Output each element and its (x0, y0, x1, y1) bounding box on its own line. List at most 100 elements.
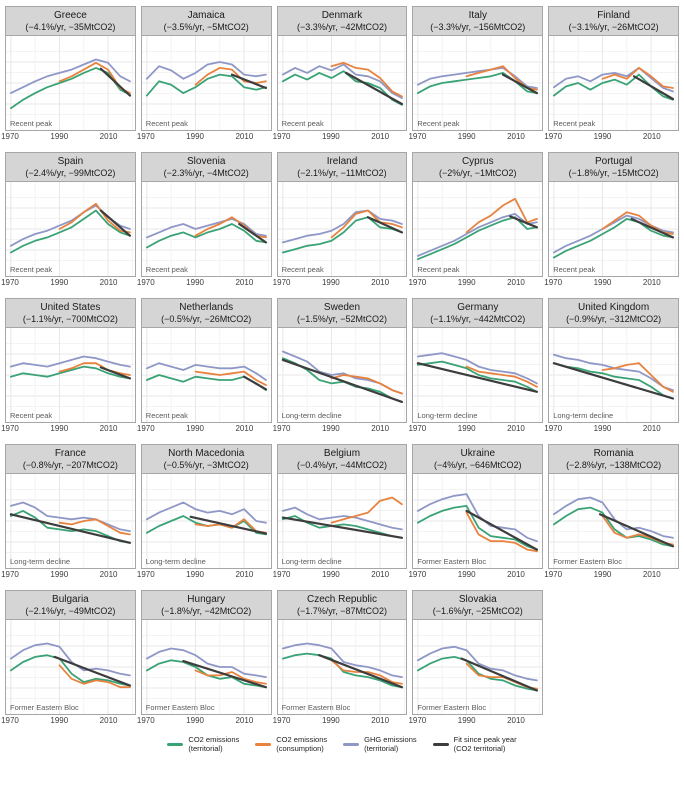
facet-plot-area: Recent peak (141, 182, 271, 276)
x-tick-label: 1990 (50, 716, 69, 725)
fit-line (230, 73, 267, 90)
x-tick-label: 1990 (186, 278, 204, 287)
co2-consumption-line (194, 370, 267, 386)
facet-panel: Ireland (−2.1%/yr, −11MtCO2) Recent peak 19… (273, 152, 408, 289)
facet-panel: Italy (−3.3%/yr, −156MtCO2) Recent peak 197… (408, 6, 544, 143)
x-tick-label: 1990 (50, 570, 69, 579)
facet-strip: Denmark (−3.3%/yr, −42MtCO2) (277, 7, 407, 36)
x-axis: 1970 1990 2010 (408, 424, 543, 435)
x-tick-label: 1990 (321, 278, 340, 287)
facet-strip: Germany (−1.1%/yr, −442MtCO2) (413, 299, 543, 328)
co2-consumption-line (58, 202, 131, 234)
co2-territorial-line (417, 72, 539, 94)
fit-line (633, 75, 675, 101)
territorial-swatch (167, 742, 184, 746)
co2-territorial-line (553, 218, 675, 259)
legend-item-fit: Fit since peak year (CO2 territorial) (432, 735, 517, 753)
co2-territorial-line (553, 506, 675, 548)
facet-grid: Greece (−4.1%/yr, −35MtCO2) Recent peak 197… (1, 6, 679, 727)
facet-plot-svg (277, 328, 407, 422)
x-tick-label: 1970 (136, 570, 155, 579)
facet-strip: Italy (−3.3%/yr, −156MtCO2) (413, 7, 543, 36)
ghg-territorial-line (553, 496, 675, 539)
facet-stats: (−3.3%/yr, −156MtCO2) (430, 22, 526, 32)
facet-country: Cyprus (461, 156, 494, 167)
facet-strip: Bulgaria (−2.1%/yr, −49MtCO2) (6, 591, 135, 620)
x-tick-label: 2010 (642, 278, 661, 287)
x-tick-label: 1970 (408, 570, 427, 579)
x-tick-label: 1970 (544, 132, 563, 141)
x-tick-label: 1970 (408, 716, 427, 725)
x-tick-label: 1970 (272, 570, 291, 579)
facet-panel: Czech Republic (−1.7%/yr, −87MtCO2) Former… (273, 590, 408, 727)
x-tick-label: 1990 (186, 570, 204, 579)
facet-panel: Ukraine (−4%/yr, −646MtCO2) Former Eastern… (408, 444, 544, 581)
facet-plot-area: Former Eastern Bloc (413, 620, 543, 714)
facet-plot-svg (277, 620, 407, 714)
x-axis: 1970 1990 2010 (273, 424, 408, 435)
x-axis: 1970 1990 2010 (1, 132, 136, 143)
x-tick-label: 1970 (1, 424, 19, 433)
co2-consumption-line (330, 61, 403, 98)
facet-country: United States (40, 302, 101, 313)
facet-panel: Cyprus (−2%/yr, −1MtCO2) Recent peak 1970 19… (408, 152, 544, 289)
ghg-territorial-line (553, 353, 675, 391)
x-axis: 1970 1990 2010 (544, 278, 679, 289)
panel-box: Sweden (−1.5%/yr, −52MtCO2) Long-term decl… (276, 298, 408, 423)
x-tick-label: 2010 (507, 570, 525, 579)
legend-label: CO2 emissions (territorial) (188, 735, 239, 753)
ghg-territorial-line (281, 63, 403, 99)
ghg-territorial-line (9, 501, 131, 532)
fit-line (99, 366, 132, 380)
facet-stats: (−1.8%/yr, −15MtCO2) (568, 168, 659, 178)
facet-stats: (−0.8%/yr, −207MtCO2) (22, 460, 118, 470)
ghg-territorial-line (417, 645, 539, 682)
facet-strip: Ireland (−2.1%/yr, −11MtCO2) (277, 153, 407, 182)
facet-plot-svg (413, 620, 543, 714)
facet-country: Czech Republic (306, 594, 378, 605)
x-tick-label: 2010 (371, 278, 390, 287)
co2-consumption-line (601, 66, 675, 89)
panel-box: Spain (−2.4%/yr, −99MtCO2) Recent peak (5, 152, 136, 277)
x-tick-label: 2010 (642, 132, 661, 141)
facet-plot-area: Recent peak (413, 182, 543, 276)
facet-panel: Slovenia (−2.3%/yr, −4MtCO2) Recent peak 19… (137, 152, 272, 289)
x-tick-label: 1990 (457, 278, 476, 287)
legend-label: CO2 emissions (consumption) (276, 735, 327, 753)
x-tick-label: 1970 (1, 278, 19, 287)
fit-line (99, 209, 132, 237)
facet-stats: (−4%/yr, −646MtCO2) (434, 460, 522, 470)
x-tick-label: 1970 (544, 424, 563, 433)
x-tick-label: 2010 (99, 424, 118, 433)
facet-stats: (−2.1%/yr, −49MtCO2) (25, 606, 116, 616)
facet-panel: North Macedonia (−0.5%/yr, −3MtCO2) Long-t… (137, 444, 272, 581)
facet-panel: France (−0.8%/yr, −207MtCO2) Long-term dec… (1, 444, 136, 581)
co2-consumption-line (58, 518, 131, 536)
facet-strip: Ukraine (−4%/yr, −646MtCO2) (413, 445, 543, 474)
ghg-territorial-line (145, 647, 267, 678)
panel-box: North Macedonia (−0.5%/yr, −3MtCO2) Long-t… (140, 444, 272, 569)
ghg-territorial-line (417, 352, 539, 385)
x-tick-label: 1970 (136, 716, 155, 725)
facet-plot-area: Long-term decline (141, 474, 271, 568)
co2-consumption-line (330, 659, 403, 685)
x-tick-label: 2010 (235, 132, 254, 141)
facet-panel: Denmark (−3.3%/yr, −42MtCO2) Recent peak 19… (273, 6, 408, 143)
co2-consumption-line (330, 209, 403, 239)
facet-strip: United Kingdom (−0.9%/yr, −312MtCO2) (549, 299, 678, 328)
facet-stats: (−2.8%/yr, −138MtCO2) (566, 460, 662, 470)
x-tick-label: 1970 (272, 716, 291, 725)
facet-country: Denmark (321, 10, 363, 21)
facet-plot-area: Long-term decline (549, 328, 678, 422)
ghg-territorial-line (9, 642, 131, 677)
ghg-territorial-line (9, 58, 131, 94)
x-axis: 1970 1990 2010 (408, 278, 543, 289)
facet-country: Ukraine (460, 448, 496, 459)
facet-plot-svg (141, 474, 271, 568)
fit-line (242, 375, 267, 391)
facet-stats: (−3.1%/yr, −26MtCO2) (568, 22, 659, 32)
fit-line (9, 513, 132, 544)
fit-line (281, 516, 403, 539)
x-tick-label: 2010 (99, 132, 118, 141)
facet-strip: Slovenia (−2.3%/yr, −4MtCO2) (141, 153, 271, 182)
